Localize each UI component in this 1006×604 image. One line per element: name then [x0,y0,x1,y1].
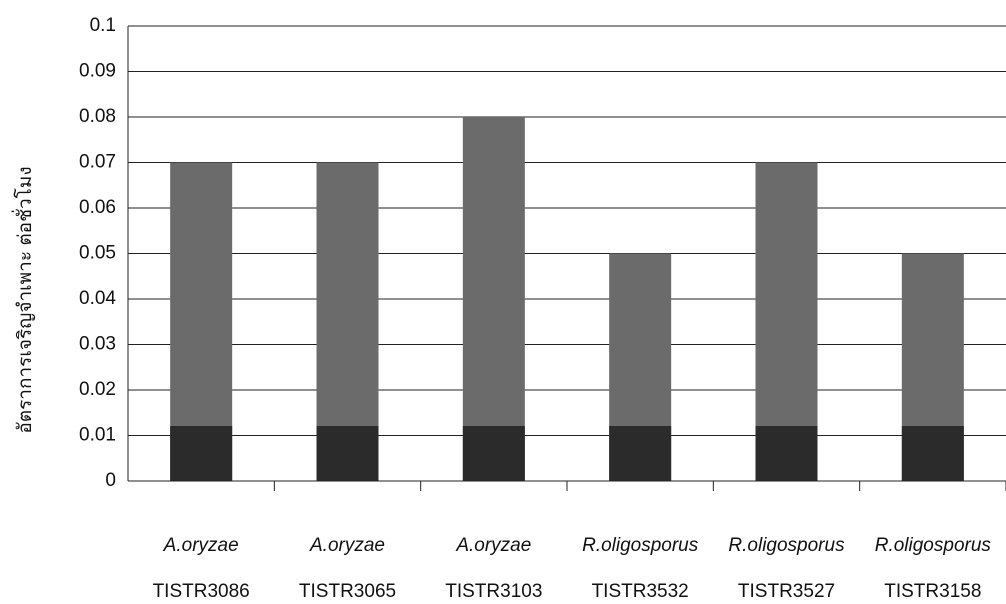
x-tick-label: R.oligosporus [728,535,845,556]
bar [462,117,525,481]
x-tick-label: A.oryzae [455,535,531,556]
x-tick-label: TISTR3527 [738,581,835,602]
y-tick-label: 0.08 [79,106,116,127]
y-axis-label: อัตราการเจริญจำเพาะ ต่อชั่วโมง [11,166,36,433]
x-tick-label: R.oligosporus [875,535,992,556]
y-tick-label: 0.1 [90,15,116,36]
y-tick-label: 0.09 [79,61,116,82]
x-tick-label: TISTR3086 [153,581,250,602]
bar-base-shade [316,426,379,481]
x-tick-label: TISTR3158 [884,581,981,602]
y-tick-label: 0.03 [79,334,116,355]
bar-base-shade [462,426,525,481]
y-tick-label: 0.05 [79,243,116,264]
x-tick-label: A.oryzae [163,535,239,556]
y-tick-label: 0.07 [79,152,116,173]
x-tick-label: A.oryzae [309,535,385,556]
bar-base-shade [170,426,233,481]
x-tick-label: R.oligosporus [582,535,699,556]
bar-base-shade [755,426,818,481]
y-tick-label: 0.02 [79,379,116,400]
y-tick-label: 0.04 [79,288,116,309]
y-tick-label: 0.01 [79,425,116,446]
x-tick-label: TISTR3065 [299,581,396,602]
bar-base-shade [609,426,672,481]
x-tick-label: TISTR3103 [445,581,542,602]
y-tick-label: 0 [105,470,116,491]
bar-base-shade [901,426,964,481]
y-tick-label: 0.06 [79,197,116,218]
x-tick-label: TISTR3532 [592,581,689,602]
